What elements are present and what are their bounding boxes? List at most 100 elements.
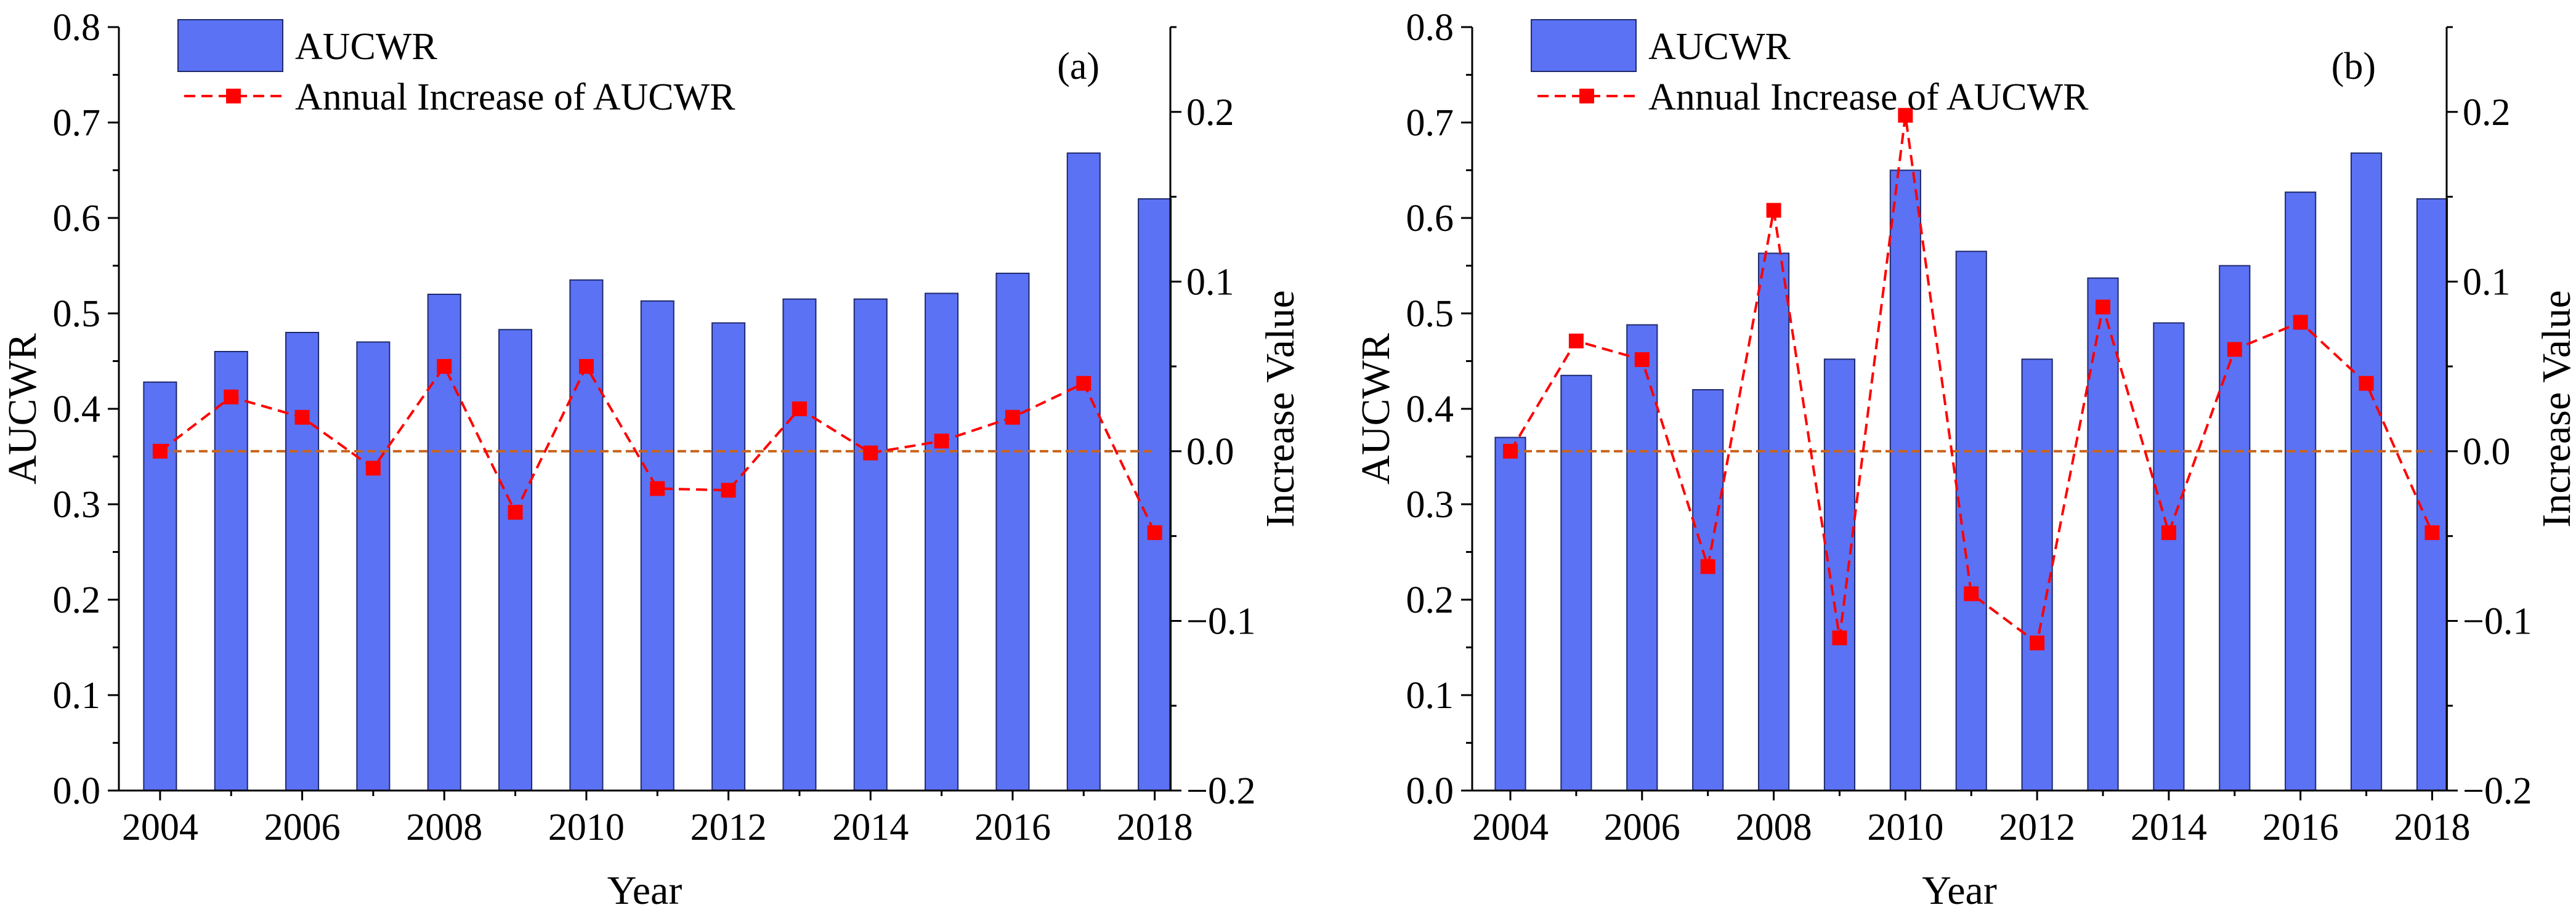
x-tick-label: 2014 <box>832 807 909 848</box>
increase-point-2005 <box>224 389 239 405</box>
legend-bar-swatch <box>1531 19 1637 72</box>
bar-2016 <box>995 272 1030 791</box>
increase-point-2009 <box>1832 630 1847 645</box>
left-tick-label: 0.4 <box>53 389 101 430</box>
increase-point-2010 <box>1898 108 1913 123</box>
left-axis-title: AUCWR <box>1353 333 1398 485</box>
bar-2012 <box>711 322 746 791</box>
left-tick-label: 0.3 <box>53 484 101 526</box>
right-tick-label: −0.1 <box>1186 600 1255 642</box>
x-tick-label: 2010 <box>548 807 625 848</box>
increase-point-2011 <box>650 481 665 496</box>
bar-2005 <box>214 351 248 791</box>
right-tick-label: 0.2 <box>1186 92 1234 134</box>
increase-point-2006 <box>1634 352 1650 368</box>
left-tick-label: 0.7 <box>1406 102 1454 144</box>
bar-2006 <box>285 332 320 791</box>
increase-point-2010 <box>578 359 594 374</box>
chart-panel-a: 0.0 0.1 0.2 0.3 0.4 0.5 0.6 0.7 0.8 −0.2 −0.1 0.0 0.… <box>0 7 1303 913</box>
legend-marker-swatch <box>1579 89 1594 103</box>
x-tick-label: 2006 <box>264 807 341 848</box>
bar-2008 <box>427 294 461 791</box>
right-tick-label: −0.2 <box>1186 770 1255 812</box>
panel-label: (a) <box>1057 46 1100 87</box>
increase-point-2013 <box>792 401 807 416</box>
bar-2017 <box>1066 152 1101 792</box>
legend-marker-swatch <box>226 89 241 103</box>
bar-2011 <box>640 300 674 792</box>
right-tick-label: 0.2 <box>2463 92 2511 134</box>
increase-point-2007 <box>1700 559 1715 574</box>
right-tick-label: 0.0 <box>2463 431 2511 473</box>
right-tick-label: −0.1 <box>2463 600 2532 642</box>
bar-2018 <box>2416 198 2448 791</box>
right-tick-label: 0.1 <box>2463 261 2511 303</box>
bar-2004 <box>1494 437 1526 791</box>
bar-2010 <box>1889 169 1921 791</box>
increase-point-2018 <box>1147 525 1162 541</box>
increase-point-2017 <box>2359 376 2374 391</box>
bar-2010 <box>569 279 604 791</box>
left-tick-label: 0.0 <box>53 770 101 812</box>
left-tick-label: 0.8 <box>1406 7 1454 49</box>
left-tick-label: 0.3 <box>1406 484 1454 526</box>
right-tick-label: −0.2 <box>2463 770 2532 812</box>
left-tick-label: 0.4 <box>1406 389 1454 430</box>
bar-2018 <box>1138 198 1172 791</box>
increase-point-2006 <box>294 409 310 425</box>
bar-2013 <box>2087 277 2119 791</box>
increase-point-2014 <box>2161 525 2176 541</box>
increase-point-2009 <box>508 505 523 520</box>
increase-point-2012 <box>721 483 736 498</box>
x-tick-label: 2008 <box>1736 807 1812 848</box>
legend-label-aucwr: AUCWR <box>295 26 437 68</box>
bar-2009 <box>498 329 533 791</box>
increase-point-2012 <box>2030 635 2045 651</box>
legend-label-increase: Annual Increase of AUCWR <box>1648 76 2089 118</box>
bar-2017 <box>2351 152 2383 792</box>
left-tick-label: 0.2 <box>53 579 101 621</box>
left-tick-label: 0.5 <box>53 293 101 335</box>
x-tick-label: 2018 <box>1117 807 1193 848</box>
increase-point-2011 <box>1964 586 1979 602</box>
left-tick-label: 0.1 <box>1406 675 1454 717</box>
increase-point-2008 <box>437 359 452 374</box>
x-tick-label: 2014 <box>2131 807 2207 848</box>
left-tick-label: 0.5 <box>1406 293 1454 335</box>
increase-point-2016 <box>2293 315 2308 330</box>
legend-label-increase: Annual Increase of AUCWR <box>295 76 735 118</box>
annual-increase-line <box>159 363 1156 534</box>
left-tick-label: 0.2 <box>1406 579 1454 621</box>
x-tick-label: 2010 <box>1867 807 1943 848</box>
increase-point-2008 <box>1766 203 1781 218</box>
increase-point-2016 <box>1005 409 1020 425</box>
x-tick-label: 2008 <box>406 807 482 848</box>
left-tick-label: 0.0 <box>1406 770 1454 812</box>
bar-2015 <box>925 292 959 791</box>
increase-point-2018 <box>2424 525 2440 541</box>
bar-2004 <box>143 381 177 791</box>
panel-label: (b) <box>2331 46 2376 87</box>
left-axis-title: AUCWR <box>0 333 45 485</box>
bar-2007 <box>356 341 391 791</box>
left-tick-label: 0.7 <box>53 102 101 144</box>
bar-2014 <box>2153 322 2185 791</box>
increase-point-2017 <box>1076 376 1092 391</box>
x-axis-title: Year <box>1922 868 1997 913</box>
legend-bar-swatch <box>177 19 283 72</box>
x-tick-label: 2012 <box>1999 807 2075 848</box>
legend-label-aucwr: AUCWR <box>1648 26 1791 68</box>
right-axis-title: Increase Value <box>2534 290 2576 527</box>
right-tick-label: 0.1 <box>1186 261 1234 303</box>
x-tick-label: 2016 <box>2262 807 2339 848</box>
x-tick-label: 2016 <box>974 807 1051 848</box>
increase-point-2005 <box>1568 333 1584 348</box>
bar-2013 <box>782 298 817 791</box>
x-axis-title: Year <box>607 868 682 913</box>
bar-2008 <box>1757 252 1790 792</box>
increase-point-2004 <box>1502 443 1518 459</box>
x-tick-label: 2004 <box>122 807 198 848</box>
increase-point-2004 <box>152 443 168 459</box>
x-tick-label: 2012 <box>691 807 767 848</box>
